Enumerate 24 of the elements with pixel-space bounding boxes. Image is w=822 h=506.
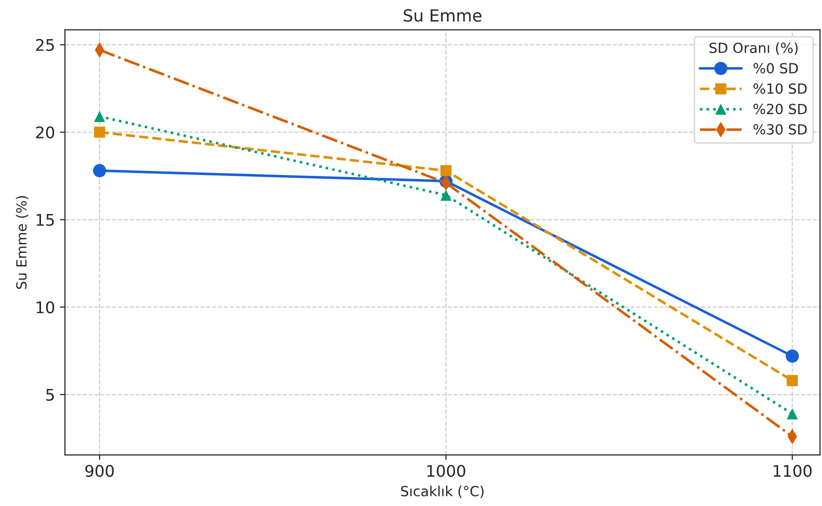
x-axis-title: Sıcaklık (°C) <box>401 486 484 498</box>
legend-label: %0 SD <box>753 62 798 74</box>
point <box>786 375 798 386</box>
legend-title: SD Oranı (%) <box>710 42 798 55</box>
x-tick-label: 1100 <box>774 464 812 477</box>
point <box>94 110 106 122</box>
x-tick-label: 1000 <box>427 464 466 477</box>
point <box>786 349 799 363</box>
y-axis-title: Su Emme (%) <box>16 196 28 289</box>
y-tick-label: 5 <box>46 388 54 401</box>
point <box>94 126 106 138</box>
legend-label: %20 SD <box>753 104 807 114</box>
legend-label: %30 SD <box>753 124 807 135</box>
x-tick-label: 900 <box>85 464 114 477</box>
point <box>440 165 452 176</box>
point <box>786 408 798 420</box>
chart-title: Su Emme <box>404 9 482 22</box>
point <box>440 190 452 201</box>
y-tick-label: 15 <box>36 214 54 226</box>
y-tick-label: 10 <box>36 301 54 314</box>
legend-label: %10 SD <box>753 83 807 94</box>
point <box>92 164 106 178</box>
y-tick-label: 25 <box>36 38 54 52</box>
y-tick-label: 20 <box>36 126 54 138</box>
